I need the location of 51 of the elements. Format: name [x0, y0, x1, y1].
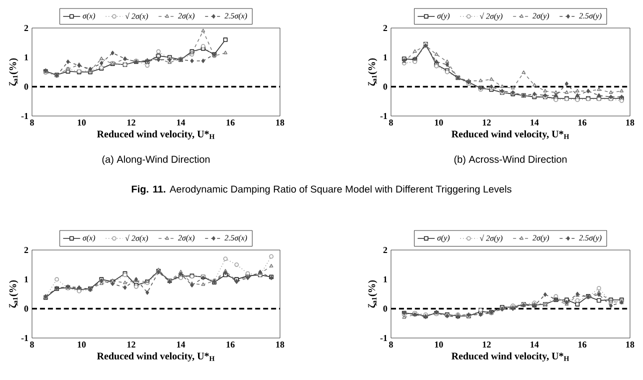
text: (a) Along-Wind Direction — [102, 156, 210, 165]
y-tick-label: 2 — [24, 25, 28, 31]
y-axis-title: ζ$_{a1}$(%) — [9, 58, 18, 86]
y-tick-label: -1 — [21, 113, 28, 119]
y-tick-label: -1 — [380, 113, 388, 119]
x-axis-title: Reduced wind velocity, U*$_{H}$ — [97, 130, 215, 140]
y-tick-label: 2 — [24, 247, 28, 253]
x-tick-label: 12 — [127, 120, 136, 126]
y-tick-label: 2 — [383, 247, 388, 253]
y-tick-label: 1 — [384, 276, 388, 282]
x-tick-label: 8 — [389, 120, 393, 126]
y-tick-label: -1 — [21, 335, 28, 341]
x-tick-label: 14 — [177, 342, 186, 348]
text: (b) Across-Wind Direction — [454, 156, 567, 165]
x-tick-label: 14 — [530, 342, 539, 348]
x-tick-label: 16 — [578, 120, 586, 126]
x-tick-label: 14 — [177, 120, 186, 126]
y-tick-label: 0 — [24, 84, 28, 90]
x-tick-label: 16 — [226, 342, 235, 348]
x-tick-label: 14 — [530, 120, 539, 126]
y-tick-label: 1 — [384, 54, 388, 60]
y-axis-title: ζ$_{a1}$(%) — [9, 280, 18, 308]
y-axis-title: ζ$_{a1}$(%) — [368, 58, 378, 86]
x-axis-title: Reduced wind velocity, U*$_{H}$ — [97, 352, 215, 362]
y-tick-label: -1 — [380, 335, 388, 341]
y-tick-label: 1 — [24, 54, 28, 60]
x-tick-label: 16 — [226, 120, 235, 126]
text: Fig. 11. Aerodynamic Damping Ratio of Square Model with Different Triggering Levels — [132, 185, 512, 195]
y-tick-label: 0 — [383, 306, 388, 312]
y-axis-title: ζ$_{a1}$(%) — [368, 280, 378, 308]
x-tick-label: 12 — [482, 120, 491, 126]
x-tick-label: 12 — [127, 342, 136, 348]
x-axis-title: Reduced wind velocity, U*$_{H}$ — [452, 130, 570, 140]
x-tick-label: 18 — [626, 342, 634, 348]
x-tick-label: 18 — [276, 342, 284, 348]
x-tick-label: 10 — [435, 120, 443, 126]
y-tick-label: 0 — [383, 84, 388, 90]
x-tick-label: 10 — [78, 120, 86, 126]
x-tick-label: 8 — [389, 342, 393, 348]
x-tick-label: 10 — [78, 342, 86, 348]
x-tick-label: 8 — [30, 342, 34, 348]
x-tick-label: 10 — [435, 342, 443, 348]
x-tick-label: 12 — [482, 342, 491, 348]
x-tick-label: 16 — [578, 342, 586, 348]
x-tick-label: 8 — [30, 120, 34, 126]
y-tick-label: 0 — [24, 306, 28, 312]
y-tick-label: 1 — [24, 276, 28, 282]
x-axis-title: Reduced wind velocity, U*$_{H}$ — [452, 352, 570, 362]
x-tick-label: 18 — [626, 120, 634, 126]
x-tick-label: 18 — [276, 120, 284, 126]
y-tick-label: 2 — [383, 25, 388, 31]
